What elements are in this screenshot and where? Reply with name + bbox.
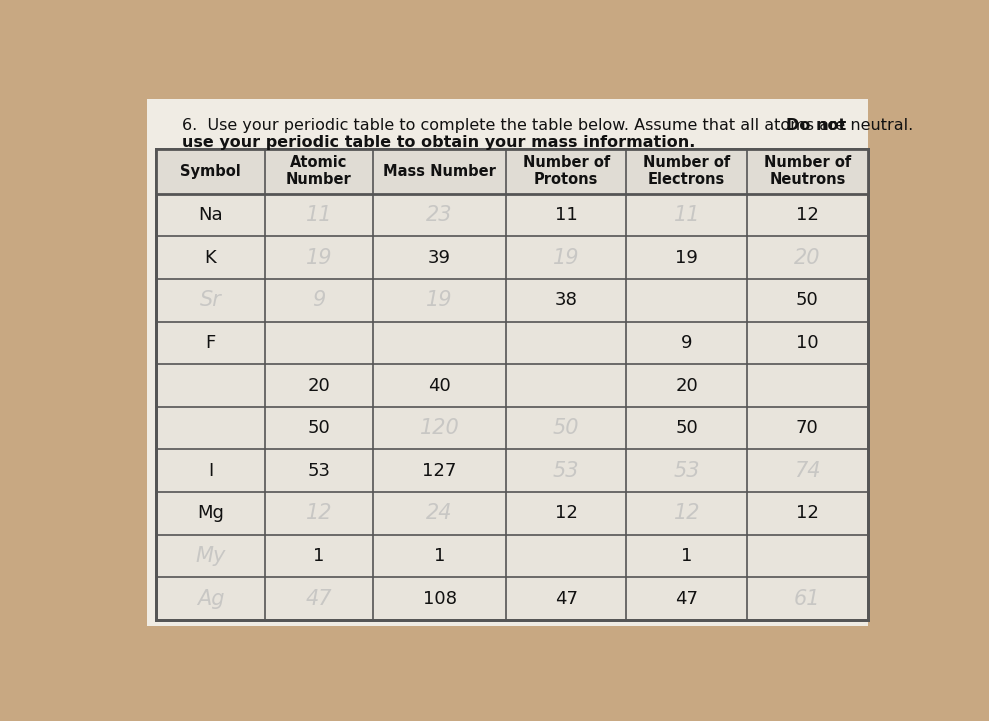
Text: 1: 1 [681,547,692,565]
Text: 47: 47 [675,590,698,608]
Text: 12: 12 [555,505,578,523]
Text: 23: 23 [426,205,453,225]
Text: Mg: Mg [197,505,224,523]
Text: Number of
Electrons: Number of Electrons [643,155,730,187]
Text: 19: 19 [553,247,580,267]
Text: 40: 40 [428,376,451,394]
Text: 12: 12 [306,503,332,523]
Text: 12: 12 [796,505,819,523]
Text: 53: 53 [553,461,580,481]
Text: 20: 20 [675,376,698,394]
Text: use your periodic table to obtain your mass information.: use your periodic table to obtain your m… [182,135,695,150]
Text: 50: 50 [308,419,330,437]
Text: 61: 61 [794,589,821,609]
Text: 127: 127 [422,462,457,480]
Text: Na: Na [198,206,223,224]
Text: 120: 120 [419,418,460,438]
Text: Mass Number: Mass Number [383,164,496,179]
Text: 1: 1 [314,547,324,565]
Text: 11: 11 [674,205,700,225]
Text: 47: 47 [555,590,578,608]
Text: Do not: Do not [786,118,847,133]
Text: 50: 50 [675,419,698,437]
Text: F: F [206,334,216,352]
Text: Symbol: Symbol [180,164,240,179]
Text: 9: 9 [313,290,325,310]
Text: Number of
Neutrons: Number of Neutrons [764,155,851,187]
Text: My: My [195,546,225,566]
Text: 11: 11 [306,205,332,225]
Text: Atomic
Number: Atomic Number [286,155,352,187]
Text: Ag: Ag [197,589,225,609]
Text: 20: 20 [794,247,821,267]
Text: 19: 19 [426,290,453,310]
Bar [156,149,867,193]
Text: Number of
Protons: Number of Protons [522,155,610,187]
Text: 19: 19 [675,249,698,267]
Text: 108: 108 [422,590,457,608]
Text: 10: 10 [796,334,819,352]
Text: 50: 50 [796,291,819,309]
Text: K: K [205,249,217,267]
Text: 50: 50 [553,418,580,438]
Text: 53: 53 [308,462,330,480]
Text: 6.  Use your periodic table to complete the table below. Assume that all atoms a: 6. Use your periodic table to complete t… [182,118,918,133]
Text: 12: 12 [674,503,700,523]
Text: 19: 19 [306,247,332,267]
Text: 9: 9 [681,334,692,352]
Bar [156,149,867,620]
Text: 1: 1 [434,547,445,565]
Text: 39: 39 [428,249,451,267]
Text: 47: 47 [306,589,332,609]
Text: 70: 70 [796,419,819,437]
Text: 74: 74 [794,461,821,481]
Text: 24: 24 [426,503,453,523]
Text: 20: 20 [308,376,330,394]
Text: Sr: Sr [200,290,222,310]
Text: I: I [208,462,213,480]
Text: 38: 38 [555,291,578,309]
Text: 11: 11 [555,206,578,224]
Text: 53: 53 [674,461,700,481]
Text: 12: 12 [796,206,819,224]
